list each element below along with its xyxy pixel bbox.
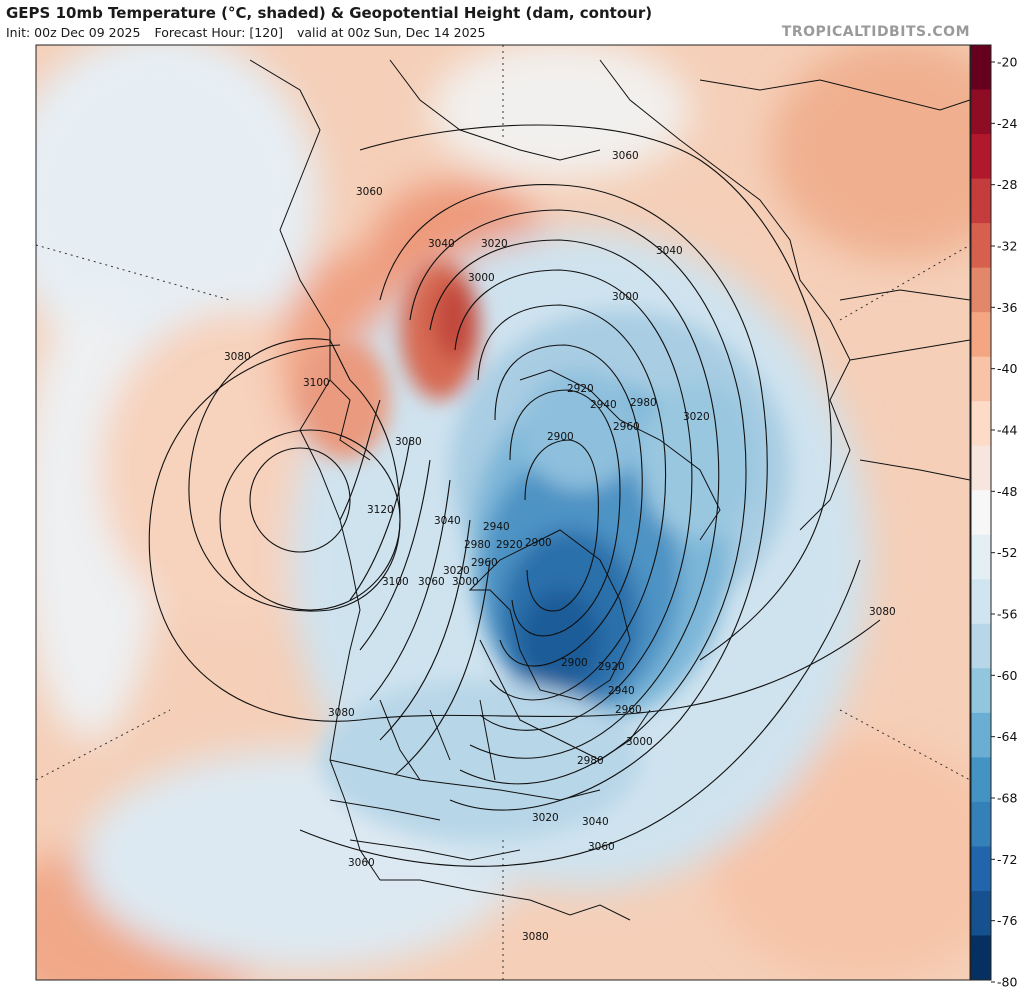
colorbar-tick-label: -32 [997,239,1017,254]
graticule [36,45,970,980]
colorbar-swatch [971,534,991,580]
contour-label: 3080 [395,436,422,448]
colorbar-swatch [971,890,991,936]
contour-label: 3020 [481,238,508,250]
colorbar-tick-label: -36 [997,300,1017,315]
contour-label: 3040 [428,238,455,250]
colorbar-swatch [971,312,991,358]
contour-label: 3040 [582,816,609,828]
colorbar-ticks: -20 -24 -28 -32 -36 -40 -44 -48 -52 -56 -60 -64 -68 -… [991,55,1017,990]
contour-label: 3120 [367,504,394,516]
colorbar-tick-label: -48 [997,484,1017,499]
contour-label: 3060 [588,841,615,853]
colorbar-swatch [971,668,991,714]
map-subtitle: Init: 00z Dec 09 2025 Forecast Hour: [12… [6,25,495,40]
contour-label: 2920 [598,661,625,673]
contour-label: 2940 [608,685,635,697]
contour-label: 2960 [471,557,498,569]
contour-label: 2900 [525,537,552,549]
colorbar-swatch [971,490,991,536]
colorbar-swatch [971,935,991,981]
colorbar-swatch [971,445,991,491]
contour-label: 2940 [483,521,510,533]
colorbar-tick-label: -20 [997,55,1017,70]
colorbar-swatch [971,178,991,224]
contour-label: 3000 [468,272,495,284]
contour-label: 2920 [567,383,594,395]
contour-label: 3060 [418,576,445,588]
contour-label: 3000 [452,576,479,588]
contour-label: 3000 [626,736,653,748]
colorbar-tick-label: -60 [997,668,1017,683]
contour-labels: 3060 3060 3040 3020 3000 3040 3000 3080 … [224,150,896,943]
contour-label: 3040 [656,245,683,257]
contour-label: 3100 [382,576,409,588]
colorbar-swatch [971,801,991,847]
temperature-field [36,45,970,980]
colorbar-swatch [971,579,991,625]
contour-label: 3000 [612,291,639,303]
contour-label: 3100 [303,377,330,389]
colorbar-swatch [971,712,991,758]
colorbar-tick-label: -80 [997,975,1017,990]
contour-label: 3060 [348,857,375,869]
colorbar [970,44,992,981]
height-contours [148,124,881,867]
contour-label: 2900 [547,431,574,443]
contour-label: 3020 [683,411,710,423]
colorbar-frame [970,44,992,981]
contour-label: 3080 [328,707,355,719]
colorbar-tick-label: -68 [997,791,1017,806]
colorbar-tick-label: -28 [997,177,1017,192]
colorbar-swatch [971,134,991,180]
contour-label: 3020 [532,812,559,824]
colorbar-swatch [971,757,991,803]
coastlines [249,59,970,921]
contour-label: 2980 [577,755,604,767]
contour-label: 2980 [464,539,491,551]
contour-label: 3060 [356,186,383,198]
forecast-hour: Forecast Hour: [120] [154,25,284,40]
contour-label: 3080 [522,931,549,943]
colorbar-swatch [971,223,991,269]
colorbar-swatch [971,89,991,135]
colorbar-swatch [971,846,991,892]
contour-label: 2980 [630,397,657,409]
valid-time: valid at 00z Sun, Dec 14 2025 [297,25,486,40]
map-title: GEPS 10mb Temperature (°C, shaded) & Geo… [6,4,653,22]
colorbar-tick-label: -72 [997,852,1017,867]
init-time: Init: 00z Dec 09 2025 [6,25,141,40]
colorbar-swatch [971,45,991,91]
colorbar-swatch [971,401,991,447]
colorbar-tick-label: -40 [997,361,1017,376]
contour-label: 2900 [561,657,588,669]
colorbar-swatch [971,267,991,313]
colorbar-tick-label: -44 [997,423,1017,438]
contour-label: 3040 [434,515,461,527]
contour-label: 3060 [612,150,639,162]
colorbar-tick-label: -76 [997,913,1017,928]
contour-label: 2920 [496,539,523,551]
colorbar-tick-label: -64 [997,729,1017,744]
brand-watermark: TROPICALTIDBITS.COM [781,24,970,40]
contour-label: 3080 [869,606,896,618]
colorbar-tick-label: -56 [997,607,1017,622]
colorbar-tick-label: -52 [997,545,1017,560]
contour-label: 3080 [224,351,251,363]
colorbar-swatch [971,623,991,669]
contour-label: 2960 [615,704,642,716]
contour-label: 3020 [443,565,470,577]
contour-label: 2940 [590,399,617,411]
map-frame [35,44,971,981]
colorbar-swatch [971,356,991,402]
colorbar-tick-label: -24 [997,116,1017,131]
contour-label: 2960 [613,421,640,433]
